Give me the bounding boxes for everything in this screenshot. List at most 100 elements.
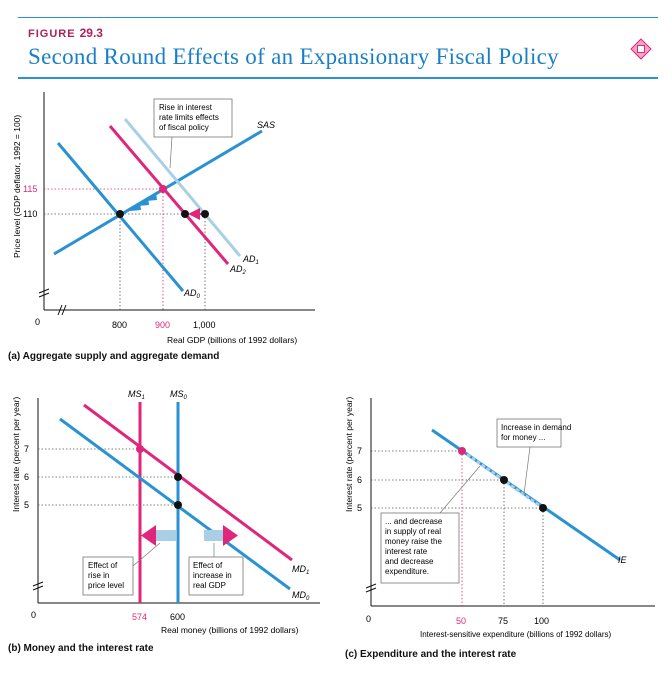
panel-c-annotation-2-line-6: expenditure. <box>385 567 429 576</box>
panel-b-md1-label-sub: 1 <box>306 570 309 576</box>
figure-label: FIGURE 29.3 <box>28 26 103 40</box>
panel-b-point-574-7 <box>136 445 144 453</box>
panel-a-caption: (a) Aggregate supply and aggregate deman… <box>8 351 220 362</box>
diamond-nav-icon-graphic <box>630 38 652 60</box>
panel-c-annotation-2-line-1: ... and decrease <box>385 517 443 526</box>
panel-b-ytick-5: 5 <box>24 500 29 510</box>
panel-b-annotation-2-line-3: real GDP <box>193 581 226 590</box>
panel-b-ms1-label-sub: 1 <box>142 395 145 401</box>
figure-title: Second Round Effects of an Expansionary … <box>28 44 559 69</box>
panel-b-annotation-1-line-3: price level <box>88 581 124 590</box>
panel-b-md0-label-sub: 0 <box>306 596 310 602</box>
panel-a-point-new <box>159 185 167 193</box>
panel-c-ytick-7: 7 <box>357 446 362 456</box>
panel-c-annotation-2-line-3: money raise the <box>385 537 442 546</box>
panel-c-annotation-1-line-1: Increase in demand <box>501 423 571 432</box>
panel-b-annotation-leader-1 <box>132 542 161 567</box>
panel-c-xtick-75: 75 <box>498 616 508 626</box>
panel-b-md0-label-main: MD <box>292 590 306 600</box>
panel-c-annotation-1-line-2: for money ... <box>501 433 545 442</box>
panel-a-ad2-label-main: AD <box>229 264 243 274</box>
panel-c-point-75-6 <box>500 476 508 484</box>
panel-c: Increase in demand for money ... ... and… <box>344 397 655 639</box>
panel-c-y-break <box>365 583 377 593</box>
panel-c-ytick-5: 5 <box>357 503 362 513</box>
panel-b-annotation-2-line-2: increase in <box>193 571 232 580</box>
panel-c-point-50-7 <box>458 447 466 455</box>
header-bottom-rule <box>18 77 658 79</box>
panel-a-sas-curve <box>53 129 263 256</box>
panel-c-ie-label: IE <box>618 555 628 565</box>
panel-c-ylabel: Interest rate (percent per year) <box>344 397 354 512</box>
panel-a-sas-arrows <box>130 192 157 211</box>
panel-c-annotation-box-1 <box>496 418 562 448</box>
panel-b-xlabel: Real money (billions of 1992 dollars) <box>161 625 299 635</box>
panel-a-x-break <box>57 304 67 316</box>
figure-header: FIGURE 29.3 Second Round Effects of an E… <box>18 17 658 79</box>
panel-b-ms0-label-sub: 0 <box>184 395 188 401</box>
panel-c-origin: 0 <box>366 614 371 624</box>
panel-b-md1-curve <box>83 403 293 562</box>
panel-b-left-arrow <box>141 525 176 546</box>
panel-a-annotation-line-3: of fiscal policy <box>159 123 209 132</box>
panel-a-xtick-1000: 1,000 <box>193 320 216 330</box>
panel-b-xtick-574: 574 <box>132 612 147 622</box>
panel-c-xtick-50: 50 <box>456 616 466 626</box>
panel-b-ms1-label-main: MS <box>128 389 142 399</box>
panel-a-xtick-900: 900 <box>155 320 170 330</box>
panel-a-y-break <box>38 288 50 298</box>
panel-a-ytick-110: 110 <box>23 209 37 219</box>
panel-b-ylabel: Interest rate (percent per year) <box>11 397 21 512</box>
panel-a-ytick-115: 115 <box>23 184 37 194</box>
panel-c-caption: (c) Expenditure and the interest rate <box>345 649 517 660</box>
panel-b-origin: 0 <box>31 610 36 620</box>
panel-b-ms0-label-main: MS <box>170 389 184 399</box>
panel-a-xtick-800: 800 <box>112 320 127 330</box>
panel-b-ytick-6: 6 <box>24 472 29 482</box>
panel-b-annotation-2-line-1: Effect of <box>193 561 223 570</box>
panel-c-ytick-6: 6 <box>357 475 362 485</box>
panel-b-caption: (b) Money and the interest rate <box>8 643 154 654</box>
panel-b-point-600-6 <box>174 473 182 481</box>
panel-a-xlabel: Real GDP (billions of 1992 dollars) <box>167 335 297 345</box>
panel-a-ad2-label-sub: 2 <box>242 270 247 276</box>
panel-b-annotation-1-line-2: rise in <box>88 571 109 580</box>
figure-number: 29.3 <box>79 26 103 40</box>
panel-a-ylabel: Price level (GDP deflator, 1992 = 100) <box>12 115 22 258</box>
panel-a-ad2-curve <box>108 125 230 265</box>
panel-a-ad0-label-sub: 0 <box>197 294 201 300</box>
panel-c-annotation-2-line-2: in supply of real <box>385 527 441 536</box>
panel-b-point-600-5 <box>174 501 182 509</box>
panel-b-annotation-1-line-1: Effect of <box>88 561 118 570</box>
panel-c-annotation-box-2 <box>380 512 460 584</box>
panel-c-xtick-100: 100 <box>534 616 549 626</box>
panel-b-ms0-label: MS0 <box>170 389 188 401</box>
panel-c-annotation-2-line-4: interest rate <box>385 547 428 556</box>
panel-b-xtick-600: 600 <box>170 612 185 622</box>
panel-a-ad1-label-sub: 1 <box>256 260 259 266</box>
panel-c-annotation-leader-1 <box>523 446 531 495</box>
panel-a-annotation-leader <box>169 136 173 169</box>
diamond-nav-icon[interactable] <box>630 38 652 60</box>
panel-b-right-arrow <box>204 525 238 546</box>
panel-b-ytick-7: 7 <box>24 444 29 454</box>
panel-c-annotation-leader-2 <box>439 465 481 514</box>
panel-a-point-ad1-110 <box>201 210 209 218</box>
panel-b-md0-label: MD0 <box>292 590 310 602</box>
figure-word: FIGURE <box>28 28 76 40</box>
panel-b-annotation-box-2 <box>188 556 244 596</box>
panel-a-annotation-box <box>153 98 233 138</box>
panel-a-annotation-line-2: rate limits effects <box>159 113 219 122</box>
header-top-rule <box>18 17 658 18</box>
panel-b-md1-label: MD1 <box>292 564 309 576</box>
panel-b-ms1-label: MS1 <box>128 389 145 401</box>
panel-a-ad1-curve <box>123 118 242 257</box>
panel-c-annotation-2-line-5: and decrease <box>385 557 434 566</box>
panel-a-ad1-label: AD1 <box>242 254 259 266</box>
panel-c-xlabel: Interest-sensitive expenditure (billions… <box>420 630 612 639</box>
panel-a-point-ad2-110 <box>181 210 189 218</box>
panel-a-point-initial <box>116 210 124 218</box>
panel-b-y-break <box>32 581 44 591</box>
panel-b: Effect of rise in price level Effect of … <box>11 389 320 635</box>
